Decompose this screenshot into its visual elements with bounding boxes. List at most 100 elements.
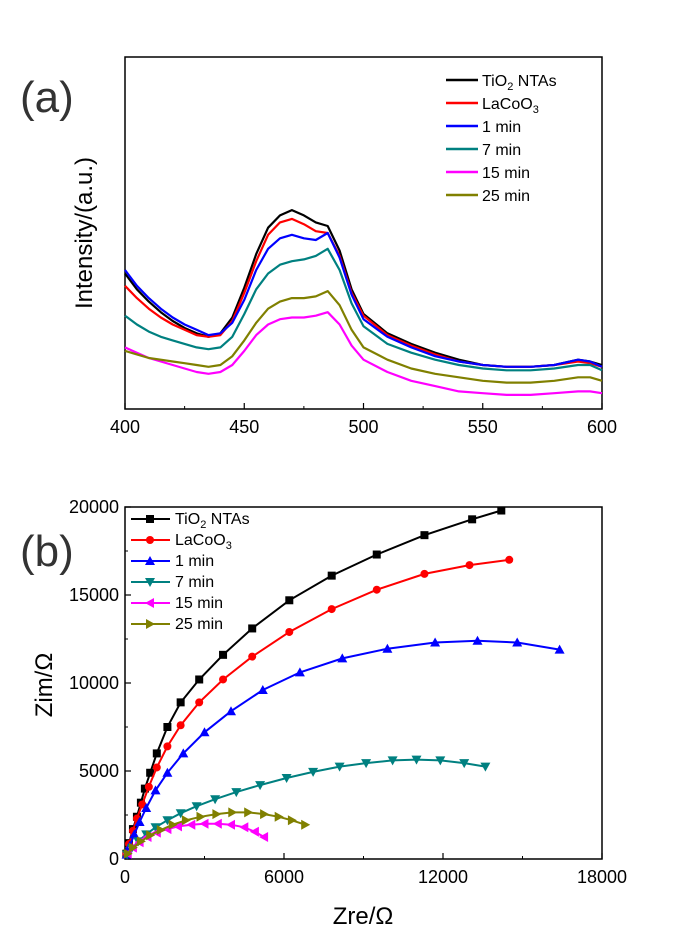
panel-a-legend-tio2-ntas-subscript: 2 [507, 81, 513, 93]
panel-a-legend-1-min-label: 1 min [482, 119, 521, 136]
panel-b-data-point-lacoo3 [248, 652, 257, 661]
panel-b-series-1-min [121, 635, 565, 859]
panel-a-legend-7-min-label: 7 min [482, 142, 521, 159]
panel-b-data-point-tio2-ntas [176, 698, 185, 707]
panel-b-y-tick-label-5000: 5000 [79, 761, 119, 781]
panel-b-y-tick-label-15000: 15000 [69, 585, 119, 605]
panel-b-data-point-25-min [168, 819, 178, 830]
panel-b-data-point-lacoo3 [420, 569, 429, 578]
panel-b-data-point-15-min [226, 819, 235, 830]
panel-b-legend-tio2-ntas-tail: NTAs [206, 511, 249, 528]
panel-b-data-point-25-min [146, 830, 156, 841]
panel-b-label: (b) [20, 527, 74, 576]
panel-b-legend-15-min-label: 15 min [175, 595, 223, 612]
panel-b-series-line-7-min [126, 758, 486, 856]
panel-b-data-point-7-min [387, 756, 398, 766]
panel-b-y-tick-label-20000: 20000 [69, 497, 119, 517]
panel-b-data-point-7-min [210, 795, 221, 805]
panel-b-data-point-lacoo3 [144, 782, 153, 791]
panel-a-legend-lacoo3-label: LaCoO3 [482, 96, 539, 116]
panel-b-series-lacoo3 [122, 555, 514, 858]
panel-b-legend-7-min-text: 7 min [175, 574, 214, 591]
panel-b-data-point-25-min [123, 848, 133, 859]
panel-b-data-point-7-min [150, 823, 161, 833]
panel-a-legend: TiO2 NTAs LaCoO3 1 min 7 min 15 min 25 min [446, 73, 557, 205]
panel-b-data-point-1-min [337, 653, 348, 663]
panel-b-data-point-tio2-ntas [420, 531, 429, 540]
panel-b-data-point-tio2-ntas [372, 550, 381, 559]
panel-a-x-tick-label-450: 450 [229, 417, 259, 437]
panel-b-data-point-tio2-ntas [163, 723, 172, 731]
panel-b-data-point-25-min [301, 819, 311, 830]
panel-b-legend-1-min-text: 1 min [175, 553, 214, 570]
panel-b-legend-lacoo3-text: LaCoO [175, 532, 226, 549]
panel-b-data-point-7-min [281, 774, 292, 783]
panel-b-data-point-lacoo3 [176, 721, 185, 730]
panel-b-data-point-15-min [259, 832, 269, 842]
panel-b-series-7-min [122, 755, 491, 860]
panel-b-x-tick-label-6000: 6000 [264, 867, 304, 887]
panel-a-legend-lacoo3-text: LaCoO [482, 96, 533, 113]
panel-b-data-point-25-min [128, 842, 138, 853]
panel-b-data-point-1-min [134, 817, 145, 826]
panel-b-legend-7-min-swatch-marker [145, 578, 155, 587]
panel-b-data-point-1-min [150, 785, 161, 795]
panel-a-x-tick-label-500: 500 [348, 417, 378, 437]
panel-b-y-tick-label-0: 0 [109, 849, 119, 869]
panel-b-data-point-15-min [239, 822, 249, 833]
panel-a-legend-tio2-ntas-text: TiO [482, 73, 507, 90]
panel-b-data-point-25-min [196, 811, 206, 822]
panel-b-data-point-7-min [175, 809, 186, 819]
panel-b-data-point-lacoo3 [152, 763, 161, 772]
panel-a-legend-7-min-text: 7 min [482, 142, 521, 159]
panel-b-x-tick-label-18000: 18000 [577, 867, 627, 887]
panel-b-data-point-1-min [226, 706, 236, 716]
panel-b-data-point-25-min [136, 836, 146, 847]
panel-a-legend-25-min-label: 25 min [482, 188, 530, 205]
panel-b-data-point-25-min [244, 807, 254, 818]
panel-a-legend-15-min-label: 15 min [482, 165, 530, 182]
panel-b-data-point-1-min [382, 643, 393, 653]
panel-a-x-ticks: 400 450 500 550 600 [110, 403, 617, 437]
panel-b-y-axis-title: Zim/Ω [31, 653, 58, 718]
panel-b-legend-tio2-ntas-swatch-marker [146, 515, 154, 523]
panel-a-series-line-lacoo3 [124, 217, 603, 368]
panel-b-data-point-1-min [178, 748, 189, 758]
panel-b-data-point-25-min [156, 825, 166, 835]
panel-a-x-tick-label-400: 400 [110, 417, 140, 437]
panel-b-data-point-tio2-ntas [497, 506, 506, 515]
panel-b-data-point-tio2-ntas [468, 515, 477, 524]
panel-b-data-point-25-min [260, 809, 270, 820]
panel-b-data-point-lacoo3 [163, 742, 172, 751]
panel-b-series-25-min [123, 807, 311, 859]
panel-a-series-lines [124, 209, 603, 396]
panel-b-data-point-7-min [162, 816, 173, 826]
panel-a-series-line-1-min [124, 231, 603, 368]
panel-b-x-tick-label-12000: 12000 [418, 867, 468, 887]
panel-b-data-point-15-min [173, 821, 182, 832]
panel-b-data-point-lacoo3 [138, 800, 147, 809]
panel-b-data-point-1-min [430, 637, 441, 647]
panel-a-label: (a) [20, 73, 74, 122]
panel-b-data-point-lacoo3 [285, 627, 294, 636]
panel-b-data-point-1-min [472, 635, 483, 645]
panel-b-data-point-tio2-ntas [195, 675, 204, 684]
panel-b-x-tick-label-0: 0 [120, 867, 130, 887]
panel-b-data-point-lacoo3 [195, 698, 204, 707]
panel-b-data-point-1-min [162, 767, 173, 777]
panel-b-data-point-25-min [228, 807, 238, 818]
panel-b-data-point-7-min [334, 762, 345, 772]
panel-a-x-tick-label-550: 550 [468, 417, 498, 437]
panel-b-data-point-tio2-ntas [327, 571, 336, 580]
panel-b-x-axis-title: Zre/Ω [333, 903, 394, 930]
panel-b-data-point-tio2-ntas [146, 768, 155, 777]
panel-b-legend-25-min-label: 25 min [175, 616, 223, 633]
panel-b-data-point-tio2-ntas [285, 596, 294, 605]
panel-b-data-point-lacoo3 [219, 675, 228, 684]
panel-b-data-point-1-min [554, 644, 565, 654]
panel-b-legend-lacoo3-label: LaCoO3 [175, 532, 232, 552]
panel-b-data-point-25-min [287, 815, 297, 826]
panel-b-data-point-lacoo3 [372, 585, 381, 594]
panel-b-data-point-7-min [361, 759, 372, 769]
